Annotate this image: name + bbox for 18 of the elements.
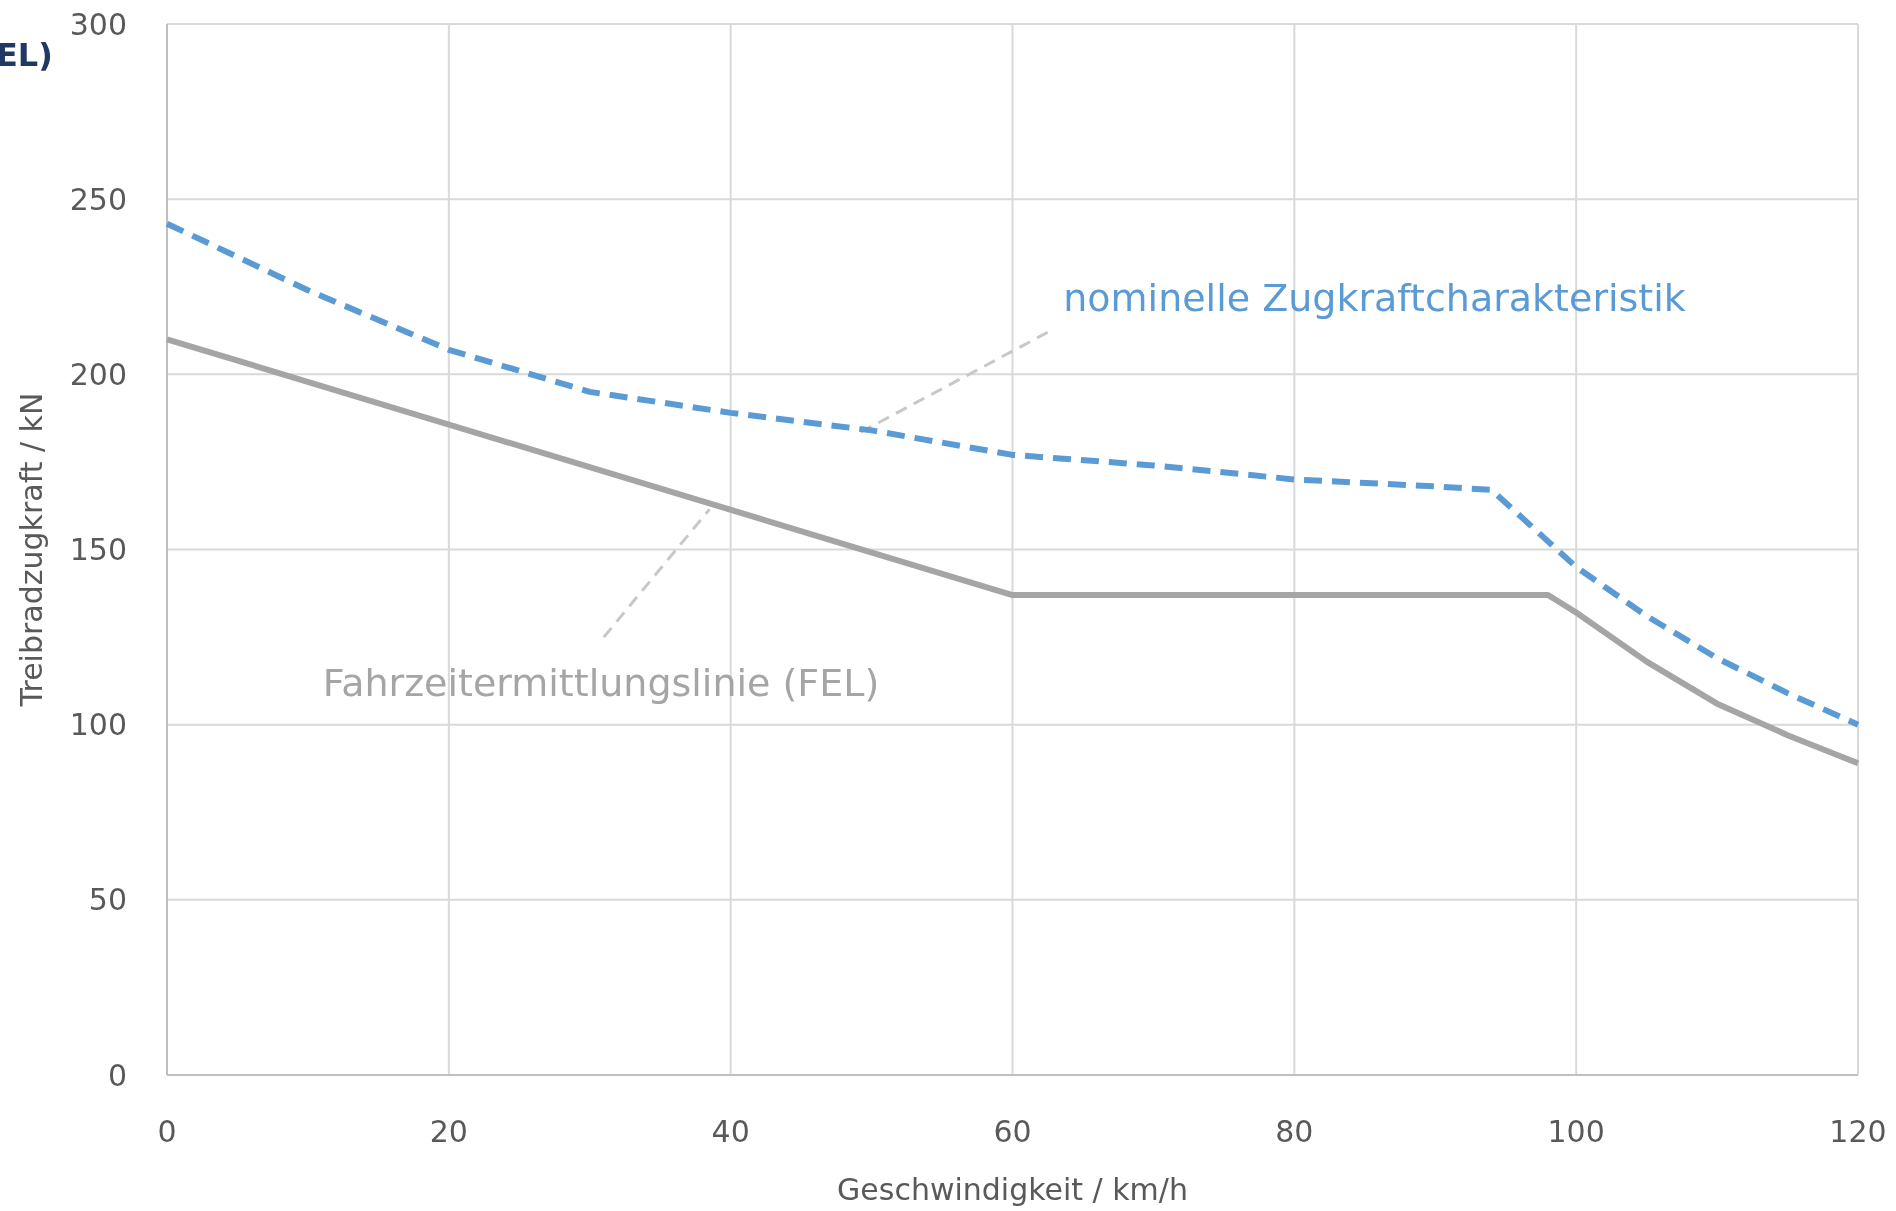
y-tick-label: 0 xyxy=(107,1057,127,1093)
x-tick-label: 80 xyxy=(1275,1114,1314,1149)
text: nominelle Zugkraftcharakteristik xyxy=(1063,275,1686,320)
x-tick-label: 100 xyxy=(1547,1114,1605,1149)
text: Fahrzeitermittlungslinie (FEL) xyxy=(322,660,880,705)
y-tick-label: 150 xyxy=(69,532,127,567)
x-tick-label: 60 xyxy=(993,1114,1032,1149)
x-tick-label: 20 xyxy=(429,1114,468,1149)
y-tick-label: 250 xyxy=(69,181,127,217)
y-tick-label: 200 xyxy=(69,356,127,392)
y-tick-label: 300 xyxy=(69,6,127,42)
x-tick-label: 40 xyxy=(711,1114,750,1149)
x-tick-label: 0 xyxy=(157,1114,177,1149)
x-tick-label: 120 xyxy=(1829,1114,1887,1149)
y-axis-title: Treibradzugkraft / kN xyxy=(14,392,49,708)
y-tick-label: 50 xyxy=(88,882,127,918)
x-axis-title: Geschwindigkeit / km/h xyxy=(837,1172,1188,1207)
y-tick-label: 100 xyxy=(69,707,127,743)
